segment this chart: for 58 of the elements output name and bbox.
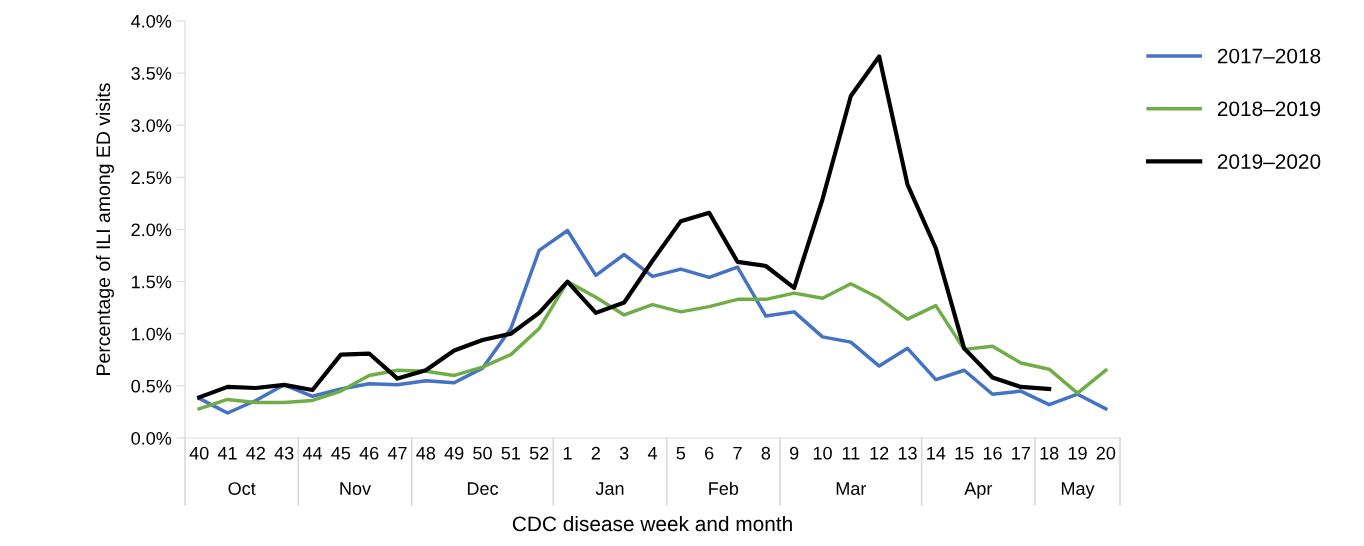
x-tick-label: 41	[217, 447, 237, 460]
x-tick-label: 12	[870, 446, 889, 460]
legend-label: 2018–2019	[1217, 101, 1321, 117]
x-tick-label: 43	[274, 446, 294, 460]
legend-label: 2019–2020	[1217, 154, 1321, 169]
x-tick-label: 13	[898, 446, 917, 460]
legend-label: 2017–2018	[1217, 48, 1321, 64]
x-tick-label: 3	[619, 446, 629, 460]
line-series	[197, 54, 1052, 400]
text: Mar	[836, 482, 867, 495]
x-tick-label: 15	[955, 447, 974, 460]
y-tick-label: 2.5%	[131, 171, 172, 185]
y-tick-label: 4.0%	[131, 14, 172, 28]
text: Feb	[709, 481, 739, 495]
y-axis-title: Percentage of ILI among ED visits	[95, 83, 114, 375]
x-tick-label: 52	[529, 446, 549, 460]
y-tick-label: 2.0%	[131, 223, 172, 237]
x-tick-label: 5	[676, 447, 686, 460]
text: Jan	[595, 482, 624, 495]
x-tick-label: 19	[1068, 446, 1087, 460]
text: May	[1061, 482, 1095, 499]
x-tick-label: 7	[733, 447, 742, 460]
x-tick-label: 11	[842, 447, 860, 460]
x-tick-label: 1	[563, 447, 572, 460]
x-tick-label: 46	[359, 446, 379, 460]
x-tick-label: 51	[501, 447, 520, 460]
x-tick-label: 42	[246, 446, 265, 460]
x-tick-label: 44	[302, 447, 323, 460]
x-tick-label: 48	[416, 446, 436, 460]
x-tick-label: 50	[473, 446, 492, 460]
y-tick-label: 1.5%	[132, 275, 172, 289]
x-tick-label: 9	[789, 446, 799, 460]
x-tick-label: 17	[1012, 447, 1030, 460]
y-tick-label: 0.5%	[131, 379, 172, 393]
x-tick-label: 6	[705, 446, 714, 460]
x-tick-label: 20	[1096, 446, 1116, 460]
text: Oct	[228, 482, 256, 495]
line-series	[197, 279, 1108, 411]
y-tick-label: 3.0%	[131, 119, 172, 132]
text: Nov	[340, 482, 371, 495]
x-tick-label: 4	[647, 447, 657, 460]
x-tick-label: 2	[591, 446, 600, 460]
text: Dec	[467, 482, 499, 495]
x-tick-label: 14	[927, 447, 946, 460]
y-tick-label: 1.0%	[132, 327, 172, 341]
x-tick-label: 18	[1040, 446, 1059, 460]
x-tick-label: 16	[983, 446, 1002, 460]
x-axis-title: CDC disease week and month	[512, 515, 792, 532]
x-tick-label: 40	[189, 446, 209, 460]
x-tick-label: 10	[813, 446, 832, 460]
y-tick-label: 3.5%	[131, 67, 172, 80]
line-series	[197, 228, 1108, 415]
x-tick-label: 45	[331, 447, 351, 460]
x-tick-label: 8	[761, 446, 771, 460]
x-tick-label: 49	[444, 446, 464, 460]
x-tick-label: 47	[387, 447, 407, 460]
y-tick-label: 0.0%	[131, 431, 172, 445]
text: Apr	[964, 482, 993, 499]
